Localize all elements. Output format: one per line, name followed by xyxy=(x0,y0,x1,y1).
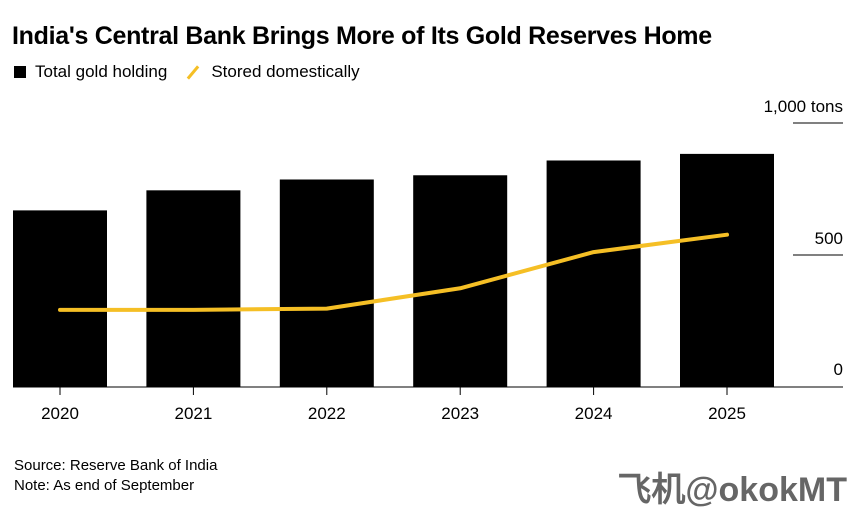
y-tick-label-500: 500 xyxy=(815,229,843,248)
source-note: Source: Reserve Bank of India xyxy=(14,457,217,474)
x-tick-label-2022: 2022 xyxy=(308,404,346,423)
x-tick-label-2020: 2020 xyxy=(41,404,79,423)
bar-2024 xyxy=(547,160,641,387)
x-tick-label-2021: 2021 xyxy=(174,404,212,423)
y-tick-label-1000: 1,000 tons xyxy=(764,97,843,116)
bar-2021 xyxy=(146,190,240,387)
x-tick-label-2025: 2025 xyxy=(708,404,746,423)
bar-2025 xyxy=(680,154,774,387)
x-tick-label-2024: 2024 xyxy=(575,404,613,423)
bar-2022 xyxy=(280,179,374,387)
footnote: Note: As end of September xyxy=(14,477,194,494)
bar-2020 xyxy=(13,210,107,387)
x-tick-label-2023: 2023 xyxy=(441,404,479,423)
y-tick-label-0: 0 xyxy=(834,360,843,379)
